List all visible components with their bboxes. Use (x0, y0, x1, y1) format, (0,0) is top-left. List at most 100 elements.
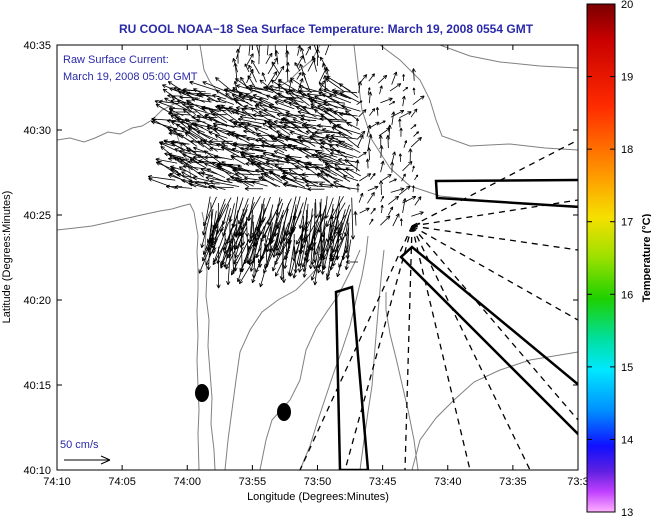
current-vector (408, 148, 413, 162)
current-vector (412, 185, 415, 193)
current-vector (380, 204, 384, 214)
current-vector (245, 234, 251, 265)
current-vector (329, 151, 354, 159)
current-vector (310, 103, 333, 117)
bay-shoreline (57, 97, 201, 143)
current-vector (402, 74, 405, 82)
current-vector (389, 178, 397, 183)
current-vector (243, 244, 253, 265)
x-tick-label: 73:55 (239, 476, 267, 488)
current-vector (392, 213, 400, 227)
current-vector (314, 149, 338, 158)
current-vector (312, 234, 322, 270)
current-vector (181, 171, 197, 181)
current-vector (279, 168, 296, 178)
x-tick-label: 73:45 (369, 476, 397, 488)
current-vector (399, 218, 403, 226)
current-vector (290, 97, 312, 116)
current-vector (325, 67, 330, 80)
colorbar-tick-label: 18 (621, 144, 633, 156)
current-vector (323, 110, 339, 121)
current-vector (247, 122, 269, 131)
current-vector (187, 128, 214, 146)
current-vector (410, 108, 418, 118)
current-vector (271, 61, 280, 75)
coastline (57, 203, 200, 470)
current-vector (323, 102, 352, 112)
current-vector (175, 123, 198, 140)
current-vector (245, 146, 274, 155)
current-vector (159, 142, 176, 151)
current-vector (177, 133, 197, 147)
current-vector (322, 75, 328, 89)
current-vector (321, 159, 346, 176)
current-vector (222, 232, 228, 255)
current-vector (298, 234, 308, 273)
current-vector (390, 161, 395, 173)
current-vector (333, 214, 346, 235)
current-vector (269, 84, 296, 91)
current-vector (157, 160, 179, 177)
current-vector (248, 98, 268, 111)
current-vector (378, 134, 383, 147)
current-vector (209, 146, 225, 151)
current-vector (402, 86, 409, 92)
current-vector (189, 80, 218, 92)
current-vector (310, 246, 325, 281)
current-vector (346, 122, 360, 130)
current-vector (367, 185, 379, 192)
depth-contour-2 (259, 249, 361, 470)
current-vector (212, 93, 227, 100)
current-vector (305, 183, 332, 188)
current-vector (226, 244, 232, 286)
current-vector (265, 94, 284, 104)
current-vector (343, 174, 359, 182)
current-vector (309, 136, 331, 153)
station-marker-west (195, 384, 209, 402)
radar-coverage-lines (299, 139, 578, 470)
current-vector (317, 151, 346, 165)
current-vector (295, 106, 317, 118)
current-vector (180, 127, 207, 143)
current-vector (306, 92, 332, 98)
colorbar (586, 3, 616, 513)
current-vector (251, 180, 268, 187)
current-vector (203, 196, 217, 227)
current-vector (410, 136, 422, 148)
current-vector (248, 88, 276, 100)
current-vector (380, 160, 385, 173)
current-vector (300, 114, 324, 121)
depth-contour-3 (299, 235, 369, 470)
current-vector (325, 173, 344, 182)
current-vector (311, 55, 317, 72)
current-vector (369, 218, 374, 225)
current-vector (269, 104, 285, 116)
current-vector (288, 79, 293, 91)
current-vector (399, 185, 411, 196)
current-vector (335, 149, 358, 158)
current-vector (216, 164, 239, 183)
current-vector (237, 165, 255, 176)
current-vector (224, 89, 242, 98)
current-vector (302, 105, 317, 111)
current-vector (188, 180, 211, 189)
current-vector (285, 50, 290, 66)
x-axis-label: Longitude (Degrees:Minutes) (247, 491, 389, 503)
scale-label: 50 cm/s (60, 439, 99, 451)
current-vector (198, 244, 212, 274)
current-vector (339, 92, 360, 103)
current-vector (293, 176, 319, 184)
current-vector (285, 45, 287, 58)
current-vector (345, 259, 358, 265)
colorbar-tick-label: 13 (621, 507, 633, 518)
current-vector (275, 246, 291, 277)
map-title: RU COOL NOAA−18 Sea Surface Temperature:… (119, 22, 534, 36)
current-vector (314, 109, 331, 122)
current-vector (237, 117, 263, 125)
current-vector (413, 131, 420, 137)
current-vector (330, 134, 359, 140)
current-vector (331, 88, 358, 94)
x-tick-label: 74:05 (108, 476, 136, 488)
current-vector (221, 146, 240, 158)
current-vector (209, 179, 240, 187)
